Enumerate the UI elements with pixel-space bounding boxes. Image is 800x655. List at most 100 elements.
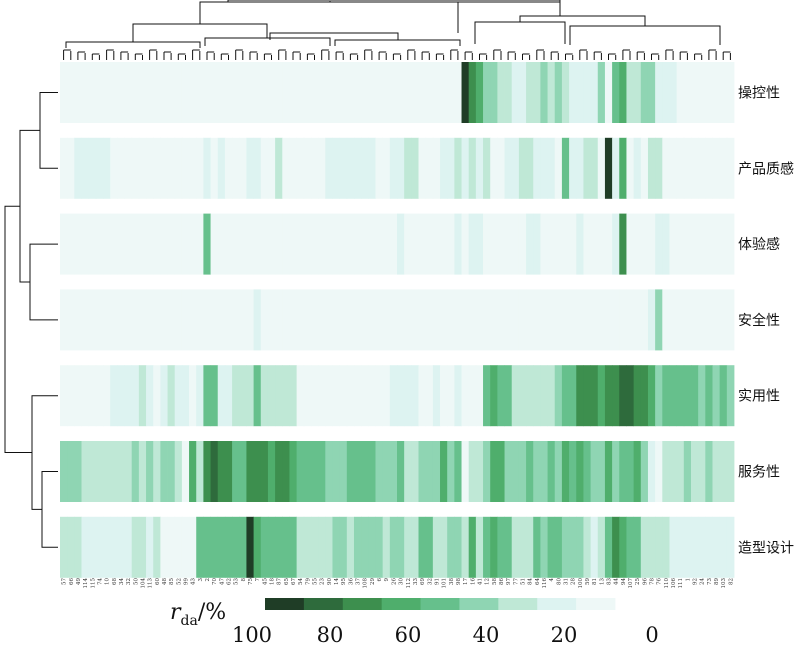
column-label: 60 [155, 578, 161, 585]
color-legend: 100 80 60 40 20 0 rda/% [170, 598, 659, 647]
column-label: 3 [198, 578, 204, 582]
heatmap-cell [411, 441, 419, 502]
column-label: 2 [205, 578, 211, 582]
heatmap-cell [690, 289, 699, 351]
heatmap-cell [569, 213, 577, 275]
heatmap-cell [124, 289, 133, 351]
heatmap-cell [726, 365, 735, 427]
heatmap-cell [353, 365, 362, 427]
column-label: 23 [320, 578, 326, 585]
column-label: 94 [621, 578, 627, 585]
heatmap-cell [612, 213, 620, 275]
heatmap-cell [705, 289, 713, 351]
heatmap-cell [138, 516, 147, 578]
heatmap-cell [712, 62, 721, 123]
heatmap-cell [576, 289, 584, 351]
heatmap-cell [346, 289, 355, 351]
heatmap-cell [698, 441, 706, 502]
heatmap-cell [189, 516, 197, 578]
heatmap-cell [425, 62, 434, 123]
heatmap-cell [67, 365, 75, 427]
heatmap-cell [95, 137, 104, 199]
heatmap-cell [440, 441, 448, 502]
column-label: 116 [542, 578, 548, 589]
heatmap-cell [282, 62, 290, 123]
heatmap-cell [561, 289, 570, 351]
heatmap-cell [712, 289, 721, 351]
column-label: 84 [528, 578, 534, 585]
heatmap-cell [619, 213, 627, 275]
heatmap-cell [440, 137, 448, 199]
heatmap-cell [583, 365, 591, 427]
heatmap-cell [253, 137, 262, 199]
heatmap-cell [217, 289, 226, 351]
column-label: 85 [169, 578, 175, 585]
heatmap-cell [346, 137, 355, 199]
heatmap-cell [475, 516, 484, 578]
column-label: 78 [650, 578, 656, 585]
column-label: 99 [183, 578, 189, 585]
heatmap-cell [74, 516, 82, 578]
column-label: 54 [298, 578, 304, 585]
heatmap-cell [81, 213, 90, 275]
heatmap-cell [246, 213, 254, 275]
heatmap-cell [303, 137, 312, 199]
heatmap-cell [712, 365, 721, 427]
heatmap-cell [88, 137, 97, 199]
heatmap-cell [174, 441, 183, 502]
row-label: 体验感 [738, 236, 780, 253]
heatmap-cell [483, 62, 491, 123]
heatmap-cell [67, 62, 75, 123]
column-label: 33 [413, 578, 419, 585]
legend-tick-label: 80 [317, 623, 344, 647]
heatmap-cell [282, 441, 290, 502]
heatmap-cell [490, 213, 498, 275]
heatmap-cell [475, 441, 484, 502]
column-label: 77 [513, 578, 519, 585]
heatmap-cell [726, 289, 735, 351]
heatmap-cell [533, 289, 541, 351]
heatmap-cell [590, 137, 599, 199]
heatmap-cell [224, 213, 233, 275]
heatmap-cell [404, 365, 412, 427]
heatmap-cell [117, 516, 125, 578]
heatmap-cell [267, 441, 276, 502]
heatmap-cell [547, 213, 556, 275]
heatmap-cell [612, 516, 620, 578]
heatmap-cell [468, 62, 477, 123]
heatmap-cell [418, 213, 427, 275]
heatmap-cell [282, 213, 290, 275]
heatmap-cell [353, 213, 362, 275]
heatmap-cell [418, 289, 427, 351]
heatmap-cell [590, 516, 599, 578]
heatmap-cell [60, 516, 68, 578]
column-label: 68 [112, 578, 118, 585]
heatmap-cell [669, 137, 678, 199]
heatmap-cell [196, 62, 204, 123]
heatmap-cell [353, 137, 362, 199]
heatmap-cell [346, 441, 355, 502]
heatmap-cell [576, 213, 584, 275]
heatmap-cell [389, 441, 398, 502]
heatmap-cell [504, 62, 513, 123]
heatmap-cell [690, 213, 699, 275]
heatmap-cell [468, 365, 477, 427]
heatmap-cell [604, 365, 613, 427]
heatmap-cell [504, 516, 513, 578]
heatmap-cell [339, 441, 348, 502]
heatmap-cell [217, 213, 226, 275]
column-label: 8 [241, 578, 247, 582]
heatmap-cell [690, 137, 699, 199]
heatmap-cell [647, 137, 656, 199]
heatmap-cell [518, 516, 527, 578]
heatmap-cell [547, 365, 556, 427]
heatmap-cell [604, 62, 613, 123]
heatmap-cell [698, 365, 706, 427]
heatmap-cell [81, 365, 90, 427]
heatmap-cell [676, 62, 685, 123]
heatmap-cell [418, 365, 427, 427]
heatmap-cell [411, 213, 419, 275]
heatmap-cell [526, 365, 534, 427]
heatmap-cell [375, 213, 384, 275]
heatmap-cell [196, 289, 204, 351]
